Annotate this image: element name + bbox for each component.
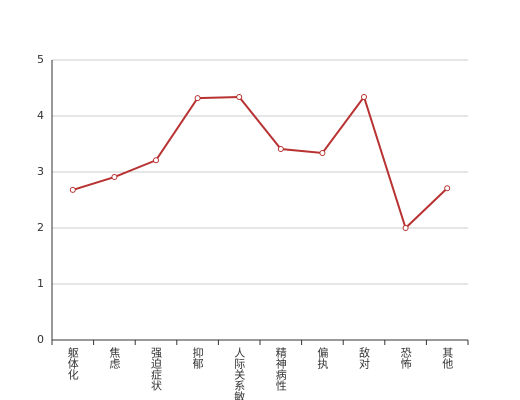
y-tick-label: 5 [37,53,44,66]
y-tick-label: 2 [37,221,44,234]
y-tick-label: 1 [37,277,44,290]
point [194,95,201,102]
x-tick-label: 强迫症状 [150,347,163,391]
point [236,93,243,100]
point [153,157,159,164]
point [402,225,409,231]
y-tick-label: 3 [37,165,44,178]
y-tick-label: 0 [37,333,44,346]
x-tick-label: 精神病性 [274,347,287,392]
point [69,186,76,193]
x-tick-label: 人际关系敏感 [233,347,246,400]
point [277,146,284,153]
x-tick-label: 偏执 [316,346,329,370]
point [319,149,326,156]
point [361,93,367,100]
x-tick-label: 恐怖 [399,347,412,369]
x-tick-label: 焦虑 [108,347,121,369]
x-tick-label: 抑郁 [191,346,204,369]
point [111,174,118,181]
y-tick-label: 4 [37,109,44,122]
x-tick-label: 躯体化 [66,347,79,381]
x-tick-label: 其他 [441,347,454,369]
x-tick-label: 敌对 [358,346,371,369]
line [72,94,448,230]
point [444,185,451,192]
